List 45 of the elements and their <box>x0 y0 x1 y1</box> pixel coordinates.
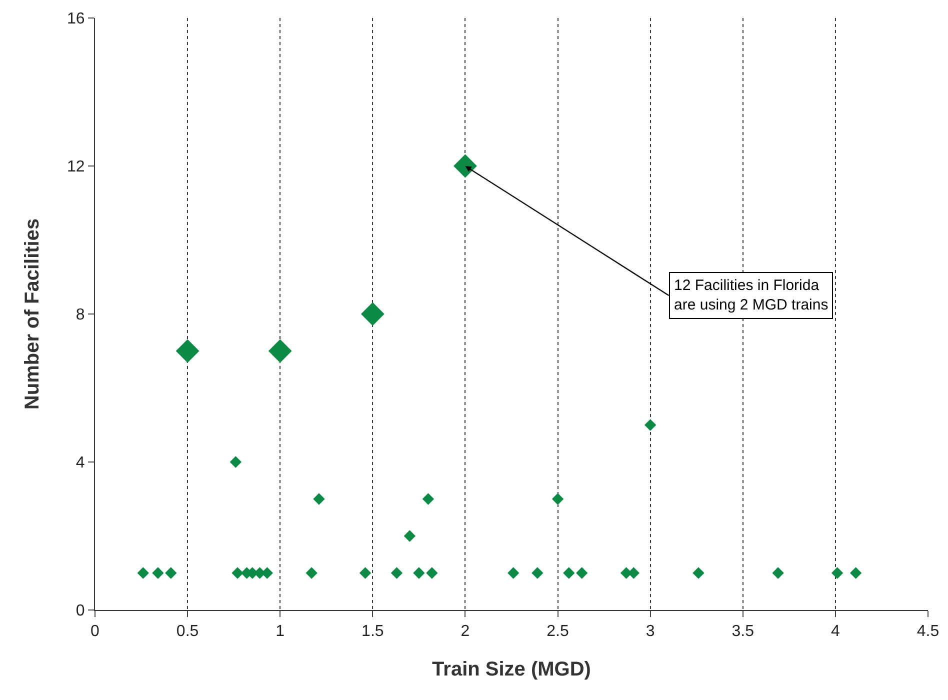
point <box>692 567 704 579</box>
x-tick-label: 4.5 <box>916 623 940 640</box>
point <box>359 567 372 579</box>
point <box>644 419 656 431</box>
point <box>454 154 477 178</box>
y-tick-label: 12 <box>67 158 85 176</box>
point <box>232 567 244 579</box>
point <box>360 302 384 326</box>
y-tick-label: 4 <box>76 454 85 472</box>
point <box>413 567 425 579</box>
point <box>268 339 292 363</box>
point <box>563 567 575 579</box>
point <box>508 567 520 579</box>
point <box>230 456 242 468</box>
point <box>552 493 564 505</box>
annotation: 12 Facilities in Florida are using 2 MGD trains <box>674 277 828 314</box>
point <box>152 567 164 579</box>
x-axis-title: Train Size (MGD) <box>432 658 591 681</box>
point <box>772 567 784 579</box>
y-tick-label: 8 <box>76 306 85 324</box>
point <box>576 567 588 579</box>
x-tick-label: 0 <box>90 623 100 640</box>
point <box>404 530 416 542</box>
x-tick-label: 2 <box>460 623 470 640</box>
point <box>390 567 403 579</box>
point <box>422 493 434 505</box>
point <box>306 567 318 579</box>
point <box>426 567 438 579</box>
x-tick-label: 1 <box>276 623 285 640</box>
y-axis-title: Number of Facilities <box>22 218 44 410</box>
point <box>532 567 544 579</box>
point <box>137 567 149 579</box>
point <box>831 567 844 579</box>
point <box>850 567 862 579</box>
y-tick-label: 0 <box>76 602 85 620</box>
x-tick-label: 3.5 <box>732 623 754 640</box>
point <box>313 493 325 505</box>
y-tick-label: 16 <box>67 10 85 28</box>
x-tick-label: 3 <box>646 623 655 640</box>
x-tick-label: 2.5 <box>546 623 569 640</box>
x-tick-label: 4 <box>830 623 840 640</box>
x-tick-label: 0.5 <box>176 623 199 640</box>
x-tick-label: 1.5 <box>362 623 384 640</box>
point <box>176 339 200 363</box>
point <box>165 567 177 579</box>
